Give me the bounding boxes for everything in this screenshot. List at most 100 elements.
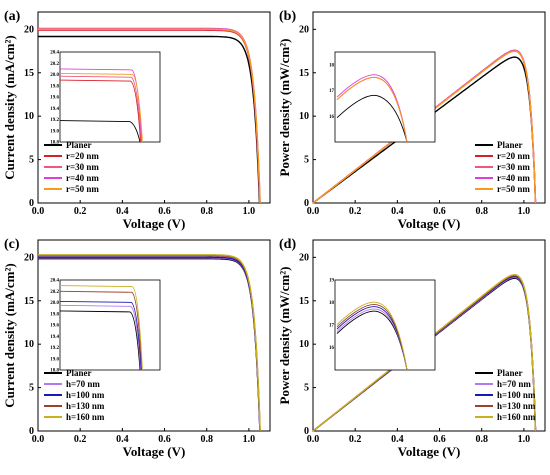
y-tick-label: 20 (24, 24, 34, 35)
legend-label: h=100 nm (497, 390, 536, 400)
inset-y-tick-label: 18.8 (50, 369, 59, 374)
inset-y-tick-label: 19 (329, 279, 335, 284)
y-tick-label: 10 (24, 339, 34, 350)
x-axis-label: Voltage (V) (398, 444, 461, 459)
plot-frame (37, 11, 271, 204)
legend-label: r=50 nm (497, 184, 530, 194)
x-tick-label: 0.2 (74, 434, 87, 445)
inset: 16 17 18 19 (329, 279, 436, 371)
x-tick-label: 0.4 (116, 206, 129, 217)
panel-b: (b) 0.0 0.2 0.4 0.6 0.8 1.0 0 5 10 15 20 Voltage (V)… (277, 9, 546, 231)
x-tick-label: 1.0 (243, 206, 256, 217)
y-tick-label: 5 (304, 155, 309, 166)
inset-y-tick-label: 18 (329, 301, 335, 306)
inset-y-tick-label: 19.8 (50, 312, 59, 317)
y-tick-label: 15 (24, 68, 34, 79)
legend-label: r=30 nm (497, 162, 530, 172)
y-tick-label: 10 (299, 111, 309, 122)
inset-y-tick-label: 19.6 (50, 324, 59, 329)
inset-series-line (336, 94, 408, 143)
legend-label: h=130 nm (497, 401, 536, 411)
legend-label: h=130 nm (66, 401, 105, 411)
inset-y-tick-label: 19.0 (50, 129, 59, 134)
inset-y-tick-label: 19.2 (50, 346, 59, 351)
panel-label: (d) (279, 237, 296, 252)
inset-y-tick-label: 19.8 (50, 84, 59, 89)
inset-y-tick-label: 20.2 (50, 62, 59, 67)
inset-y-tick-label: 19.2 (50, 118, 59, 123)
inset-y-tick-label: 20.0 (50, 301, 59, 306)
inset-series-line (336, 76, 408, 143)
x-tick-label: 0.4 (116, 434, 129, 445)
series-line (38, 258, 261, 432)
y-tick-label: 10 (299, 339, 309, 350)
inset-y-tick-label: 19.4 (50, 107, 59, 112)
inset-y-tick-label: 18.8 (50, 141, 59, 146)
x-tick-label: 0.4 (391, 434, 404, 445)
legend-label: r=40 nm (66, 173, 99, 183)
x-axis-label: Voltage (V) (398, 216, 461, 231)
inset-series-line (336, 301, 408, 371)
x-tick-label: 0.6 (158, 206, 171, 217)
inset-y-tick-label: 19.4 (50, 335, 59, 340)
x-tick-label: 0.6 (433, 434, 446, 445)
y-tick-label: 15 (24, 296, 34, 307)
inset-frame (334, 279, 436, 371)
panel-d: (d) 0.0 0.2 0.4 0.6 0.8 1.0 0 5 10 15 20 Voltage (V)… (277, 237, 546, 459)
x-tick-label: 0.8 (200, 206, 213, 217)
inset: 16 17 18 (329, 51, 436, 143)
x-tick-label: 0.8 (475, 434, 488, 445)
legend-label: Planer (497, 140, 523, 150)
inset: 18.8 19.0 19.2 19.4 19.6 19.8 20.0 20.2 20.4 (50, 279, 161, 374)
panel-c: (c) 0.0 0.2 0.4 0.6 0.8 1.0 0 5 10 15 20 Voltage (V)… (2, 237, 271, 459)
x-tick-label: 0.2 (349, 434, 362, 445)
x-tick-label: 1.0 (243, 434, 256, 445)
inset-series-line (59, 120, 141, 143)
plot-frame (312, 239, 546, 432)
inset-y-tick-label: 18 (329, 63, 335, 68)
legend-label: r=40 nm (497, 173, 530, 183)
x-axis-label: Voltage (V) (123, 444, 186, 459)
y-tick-label: 10 (24, 111, 34, 122)
legend-label: h=70 nm (497, 379, 531, 389)
y-axis-label: Power density (mW/cm²) (277, 267, 292, 405)
y-tick-label: 20 (24, 252, 34, 263)
legend-label: h=100 nm (66, 390, 105, 400)
series-line (38, 254, 261, 432)
series-line (38, 254, 261, 432)
inset-y-tick-label: 20.2 (50, 290, 59, 295)
x-tick-label: 0.0 (307, 206, 320, 217)
legend-label: h=160 nm (497, 412, 536, 422)
x-tick-label: 0.2 (74, 206, 87, 217)
y-tick-label: 0 (29, 198, 34, 209)
inset-series-line (59, 285, 143, 371)
x-tick-label: 1.0 (518, 434, 531, 445)
plot-frame (312, 11, 546, 204)
y-tick-label: 0 (29, 426, 34, 437)
legend-label: r=30 nm (66, 162, 99, 172)
y-tick-label: 15 (299, 68, 309, 79)
x-tick-label: 1.0 (518, 206, 531, 217)
inset-series-line (59, 310, 141, 371)
inset-series-line (59, 72, 143, 143)
y-tick-label: 0 (304, 426, 309, 437)
inset-y-tick-label: 17 (329, 324, 335, 329)
y-axis-label: Power density (mW/cm²) (277, 39, 292, 177)
panel-label: (c) (4, 237, 20, 252)
legend-label: r=50 nm (66, 184, 99, 194)
y-tick-label: 15 (299, 296, 309, 307)
inset-y-tick-label: 20.4 (50, 279, 59, 284)
x-axis-label: Voltage (V) (123, 216, 186, 231)
x-tick-label: 0.8 (475, 206, 488, 217)
inset-y-tick-label: 20.4 (50, 51, 59, 56)
legend-label: r=20 nm (66, 151, 99, 161)
x-tick-label: 0.0 (32, 434, 45, 445)
panel-label: (a) (4, 9, 21, 24)
legend-label: h=160 nm (66, 412, 105, 422)
y-tick-label: 5 (304, 383, 309, 394)
x-tick-label: 0.0 (32, 206, 45, 217)
inset-y-tick-label: 19.0 (50, 357, 59, 362)
y-axis-label: Current density (mA/cm²) (2, 263, 17, 407)
series-line (38, 256, 261, 432)
inset-y-tick-label: 20.0 (50, 73, 59, 78)
